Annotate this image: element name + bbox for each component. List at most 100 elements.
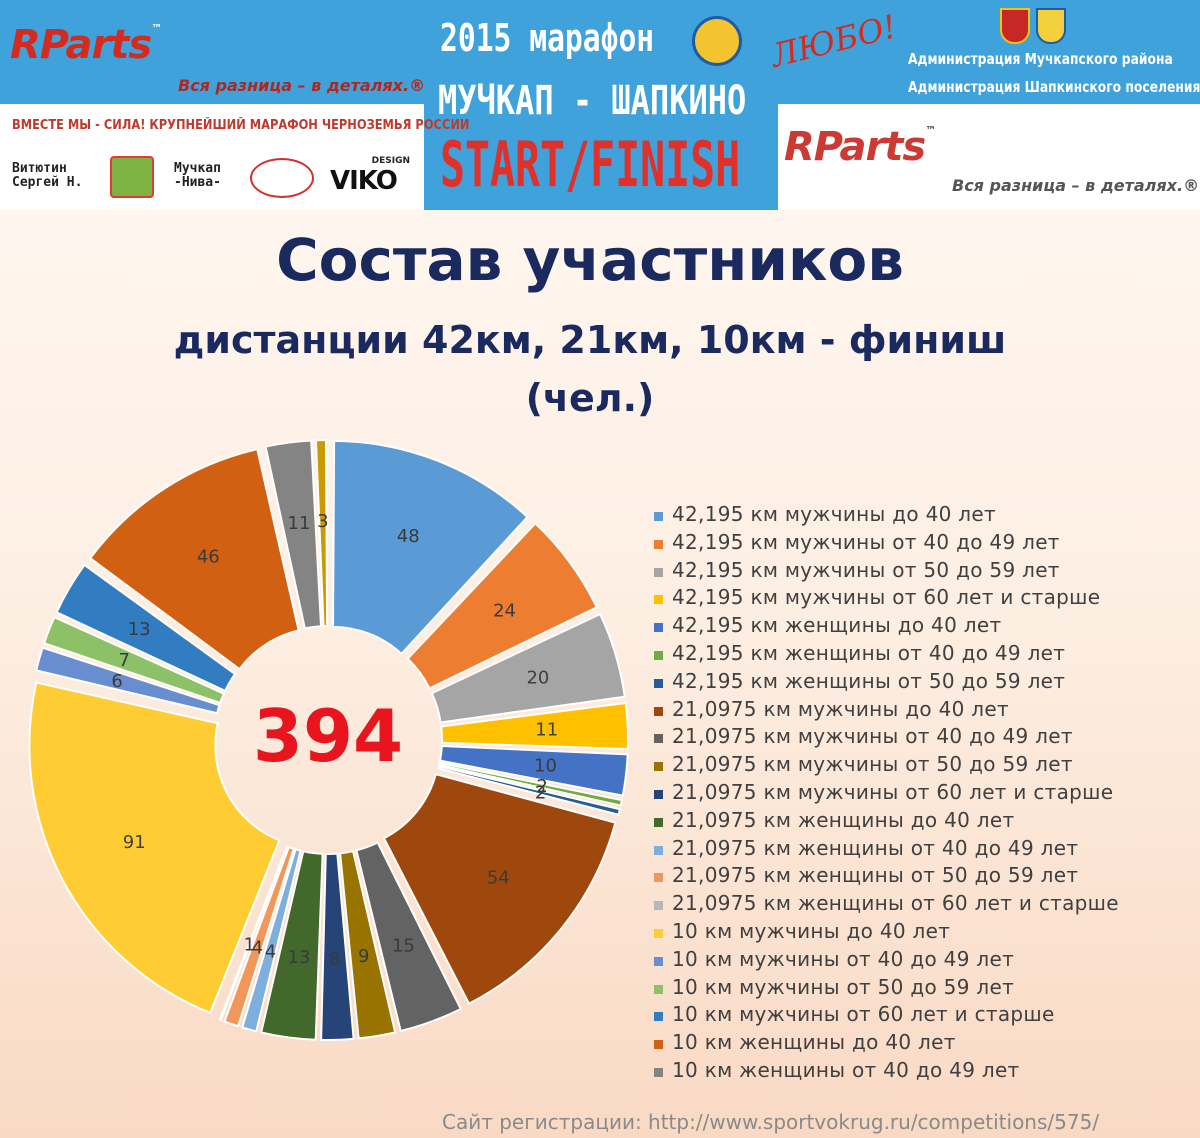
slice-value-label: 20 (526, 668, 549, 689)
legend-swatch (654, 1012, 663, 1022)
legend-swatch (654, 1040, 663, 1050)
chart-title: Состав участников (276, 226, 904, 294)
donut-slice (88, 448, 300, 671)
tm-mark: ™ (151, 22, 162, 35)
legend-label: 10 км мужчины от 60 лет и старше (672, 1002, 1055, 1027)
slice-value-label: 4 (252, 937, 263, 958)
slice-value-label: 10 (534, 756, 557, 777)
slice-value-label: 2 (536, 776, 547, 797)
rparts-logo-text: RParts (784, 124, 926, 170)
donut-slice (42, 615, 226, 705)
tm-mark: ™ (925, 124, 936, 137)
rparts-logo: RParts™ (10, 22, 162, 68)
sponsor-name: Мучкап (174, 161, 221, 176)
seeds-logo (110, 156, 154, 198)
donut-slice (406, 521, 599, 690)
slice-value-label: 1 (244, 934, 255, 955)
legend-swatch (654, 789, 663, 799)
sponsor-name: Витютин (12, 161, 67, 176)
donut-slice (332, 439, 529, 656)
legend-label: 21,0975 км мужчины до 40 лет (672, 696, 1009, 721)
sponsor-vityutin: Витютин Сергей Н. (12, 162, 82, 190)
donut-slice (440, 701, 629, 750)
sponsor-muchkap-niva: Мучкап -Нива- (174, 162, 221, 190)
slice-value-label: 7 (119, 650, 130, 671)
slice-value-label: 6 (111, 671, 122, 692)
donut-slices (28, 439, 629, 1041)
viko-text: VIKO (330, 166, 398, 196)
legend-swatch (654, 956, 663, 966)
slice-value-label: 91 (123, 832, 146, 853)
slice-value-label: 11 (535, 720, 558, 741)
banner-right-panel (778, 0, 1200, 104)
jubilee-logo (250, 158, 314, 198)
sponsor-name: Сергей Н. (12, 175, 83, 190)
slice-value-label: 11 (288, 513, 311, 534)
registration-site: Сайт регистрации: http://www.sportvokrug… (442, 1110, 1100, 1134)
legend-swatch (654, 650, 663, 660)
legend-label: 10 км женщины до 40 лет (672, 1030, 956, 1055)
marathon-emblem (692, 16, 742, 66)
header-banner: RParts™ Вся разница – в деталях.® ВМЕСТЕ… (0, 0, 1200, 210)
rparts-panel (780, 106, 1200, 206)
legend-label: 21,0975 км женщины до 40 лет (672, 807, 1015, 832)
legend-swatch (654, 1067, 663, 1077)
donut-slice (339, 849, 397, 1040)
donut-slice (259, 850, 324, 1041)
slice-value-label: 13 (128, 619, 151, 640)
legend-swatch (654, 539, 663, 549)
donut-slice (438, 744, 629, 797)
viko-design-text: DESIGN (371, 156, 410, 166)
legend-label: 21,0975 км мужчины от 40 до 49 лет (672, 724, 1073, 749)
legend-swatch (654, 706, 663, 716)
donut-slice (437, 765, 622, 816)
tagline: Вся разница – в деталях.® (178, 76, 426, 95)
slice-value-label: 24 (493, 600, 516, 621)
donut-slice (240, 848, 302, 1033)
legend-label: 10 км мужчины до 40 лет (672, 918, 951, 943)
slice-value-label: 4 (265, 941, 276, 962)
chart-unit: (чел.) (525, 376, 655, 420)
slice-value-label: 54 (487, 868, 510, 889)
legend-label: 42,195 км мужчины от 50 до 59 лет (672, 557, 1060, 582)
legend-swatch (654, 623, 663, 633)
legend-label: 21,0975 км мужчины от 50 до 59 лет (672, 752, 1073, 777)
legend-swatch (654, 595, 663, 605)
slice-value-label: 48 (397, 526, 420, 547)
sponsor-name: -Нива- (174, 175, 221, 190)
legend-label: 42,195 км мужчины от 60 лет и старше (672, 585, 1101, 610)
legend-label: 42,195 км женщины от 50 до 59 лет (672, 668, 1066, 693)
banner-left-panel (0, 0, 424, 104)
slice-value-label: 2 (535, 783, 546, 804)
slice-value-label: 9 (358, 946, 369, 967)
legend-swatch (654, 845, 663, 855)
rparts-logo-right: RParts™ (784, 124, 936, 170)
chart-subtitle: дистанции 42км, 21км, 10км - финиш (173, 318, 1007, 362)
donut-slice (430, 612, 626, 724)
slice-value-label: 8 (329, 949, 340, 970)
legend-swatch (654, 984, 663, 994)
slice-value-label: 3 (317, 511, 328, 532)
legend-label: 21,0975 км женщины от 40 до 49 лет (672, 835, 1079, 860)
donut-slice (355, 841, 463, 1033)
sponsor-slogan: ВМЕСТЕ МЫ - СИЛА! КРУПНЕЙШИЙ МАРАФОН ЧЕР… (12, 118, 470, 133)
legend-swatch (654, 928, 663, 938)
legend-swatch (654, 678, 663, 688)
rparts-logo-text: RParts (10, 22, 152, 68)
legend-label: 10 км женщины от 40 до 49 лет (672, 1057, 1020, 1082)
legend-label: 42,195 км женщины до 40 лет (672, 613, 1002, 638)
admin-muchkap: Администрация Мучкапского района (908, 50, 1173, 68)
legend-label: 42,195 км мужчины до 40 лет (672, 502, 996, 526)
donut-slice (28, 681, 281, 1015)
donut-slice (382, 772, 617, 1006)
legend-label: 42,195 км женщины от 40 до 49 лет (672, 640, 1066, 665)
coat-of-arms-2 (1036, 8, 1066, 44)
legend-swatch (654, 873, 663, 883)
slice-value-label: 13 (288, 947, 311, 968)
legend-swatch (654, 901, 663, 911)
legend-swatch (654, 817, 663, 827)
tagline-right: Вся разница – в деталях.® (952, 176, 1200, 195)
legend-label: 10 км мужчины от 50 до 59 лет (672, 974, 1015, 999)
